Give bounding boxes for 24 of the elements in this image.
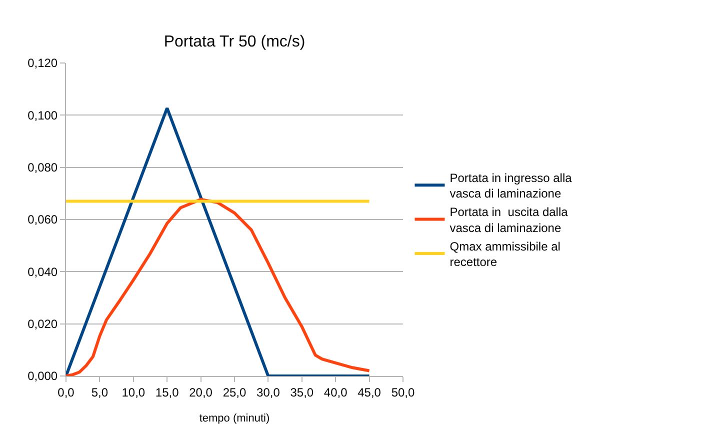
y-tick-label: 0,060 [28,212,58,227]
x-tick-label: 10,0 [122,385,146,400]
x-tick-label: 0,0 [58,385,75,400]
y-tick-label: 0,080 [28,160,58,175]
x-tick-label: 25,0 [222,385,246,400]
x-tick-label: 35,0 [290,385,314,400]
line-series [66,198,371,376]
y-tick-label: 0,120 [28,56,58,70]
chart-title: Portata Tr 50 (mc/s) [164,34,306,51]
legend-label: Portata in uscita dalla vasca di laminazione [450,205,568,235]
x-tick-label: 40,0 [324,385,348,400]
x-tick-label: 15,0 [155,385,180,400]
x-tick-label: 30,0 [256,385,280,400]
legend-label: Portata in ingresso alla vasca di laminazione [450,170,572,201]
x-tick-label: 5,0 [91,385,108,400]
x-tick-label: 50,0 [391,385,415,400]
y-tick-label: 0,020 [28,317,58,332]
x-tick-label: 20,0 [189,385,213,400]
y-tick-label: 0,100 [28,108,58,122]
x-tick-label: 45,0 [358,385,382,400]
x-axis-title: tempo (minuti) [199,412,270,425]
y-tick-label: 0,040 [28,264,58,279]
y-tick-label: 0,000 [28,369,58,384]
legend-label: Qmax ammissibile al recettore [450,239,560,269]
